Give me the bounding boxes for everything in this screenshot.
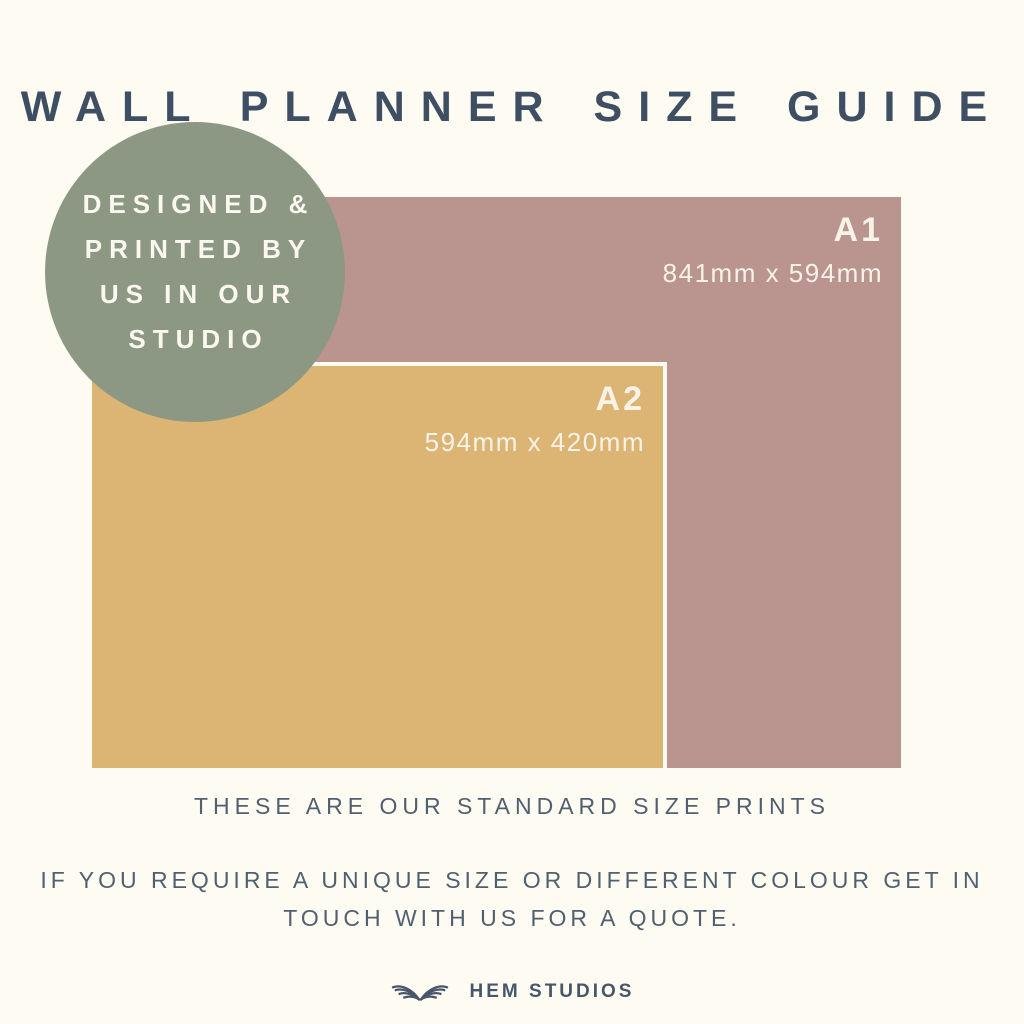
page-title: WALL PLANNER SIZE GUIDE bbox=[20, 82, 1004, 131]
badge-text-line: STUDIO bbox=[128, 324, 269, 354]
a2-size-label: A2 594mm x 420mm bbox=[425, 380, 645, 458]
open-book-icon bbox=[391, 985, 448, 1001]
brand-name: HEM STUDIOS bbox=[469, 981, 635, 1002]
a1-dimensions: 841mm x 594mm bbox=[662, 258, 883, 288]
a1-size-label: A1 841mm x 594mm bbox=[663, 211, 883, 289]
badge-text-line: US IN OUR bbox=[99, 279, 298, 309]
a2-size-rectangle: A2 594mm x 420mm bbox=[92, 362, 667, 768]
a2-name: A2 bbox=[595, 380, 645, 418]
custom-size-note: IF YOU REQUIRE A UNIQUE SIZE OR DIFFEREN… bbox=[0, 861, 1024, 937]
custom-size-note-line: IF YOU REQUIRE A UNIQUE SIZE OR DIFFEREN… bbox=[40, 867, 984, 893]
brand-footer: HEM STUDIOS bbox=[0, 978, 1024, 1006]
studio-badge: DESIGNED & PRINTED BY US IN OUR STUDIO bbox=[45, 122, 345, 422]
badge-text-line: DESIGNED & bbox=[82, 189, 315, 219]
a1-name: A1 bbox=[833, 211, 883, 249]
custom-size-note-line: TOUCH WITH US FOR A QUOTE. bbox=[283, 905, 741, 931]
a2-dimensions: 594mm x 420mm bbox=[424, 427, 645, 457]
standard-sizes-note: THESE ARE OUR STANDARD SIZE PRINTS bbox=[193, 793, 831, 819]
badge-text-line: PRINTED BY bbox=[84, 234, 313, 264]
